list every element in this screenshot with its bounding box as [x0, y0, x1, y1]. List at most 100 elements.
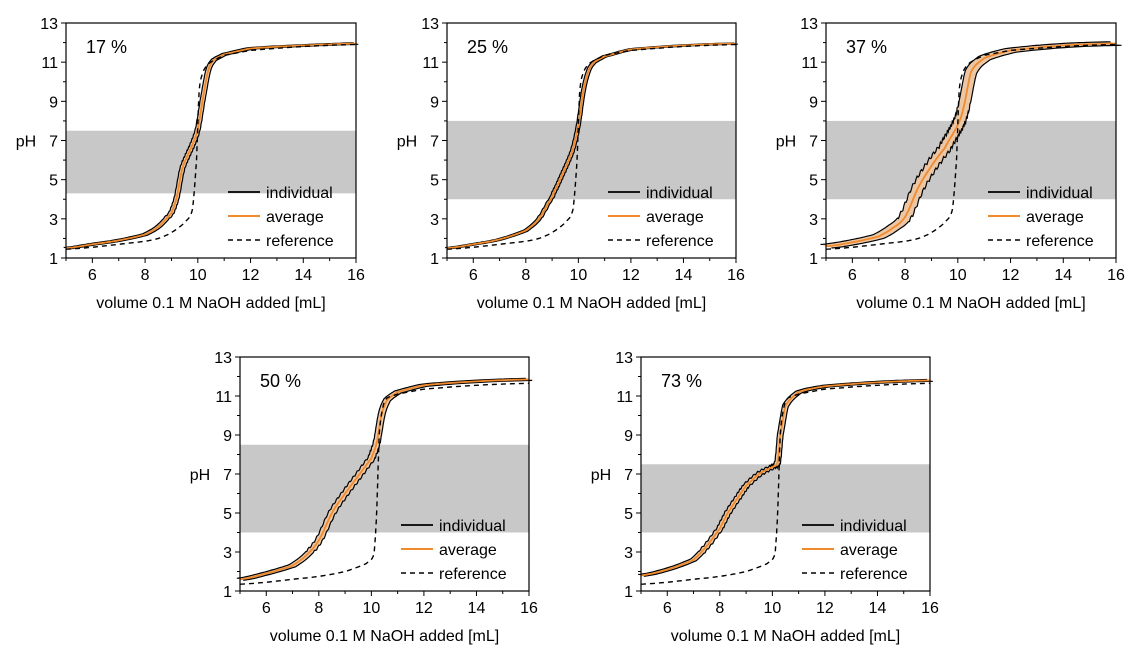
y-tick-label: 5: [49, 173, 58, 190]
y-tick-label: 1: [624, 584, 633, 601]
y-tick-label: 3: [223, 545, 232, 562]
x-tick-label: 6: [88, 267, 97, 284]
y-tick-label: 7: [624, 467, 633, 484]
y-tick-label: 13: [214, 350, 232, 367]
x-tick-label: 8: [901, 267, 910, 284]
y-tick-label: 11: [616, 389, 633, 406]
ph-band-shading: [66, 130, 356, 194]
individual-curve-2: [68, 43, 359, 250]
individual-curve-1: [638, 378, 928, 576]
y-axis-label: pH: [397, 134, 417, 151]
x-tick-label: 10: [949, 267, 967, 284]
x-axis-label: volume 0.1 M NaOH added [mL]: [96, 295, 325, 312]
individual-spread-envelope: [820, 41, 1122, 248]
x-tick-label: 16: [347, 267, 365, 284]
legend-label-individual: individual: [840, 518, 907, 535]
y-tick-label: 9: [430, 94, 439, 111]
x-tick-label: 6: [469, 267, 478, 284]
series-reference-line: [825, 43, 1117, 250]
x-tick-label: 16: [921, 600, 939, 617]
ph-band-shading: [240, 444, 529, 533]
x-tick-label: 6: [262, 600, 271, 617]
legend-label-reference: reference: [646, 233, 714, 250]
y-tick-label: 5: [809, 173, 818, 190]
y-tick-label: 11: [41, 55, 58, 72]
legend-label-individual: individual: [1026, 185, 1093, 202]
y-tick-label: 7: [809, 134, 818, 151]
individual-curve-2: [448, 43, 738, 250]
y-tick-label: 7: [49, 134, 58, 151]
y-tick-label: 13: [800, 16, 818, 33]
y-tick-label: 11: [422, 55, 439, 72]
legend-label-reference: reference: [1026, 233, 1094, 250]
panel-title: 73 %: [661, 371, 702, 391]
y-tick-label: 5: [430, 173, 439, 190]
y-tick-label: 3: [624, 545, 633, 562]
x-tick-label: 10: [362, 600, 380, 617]
legend-label-reference: reference: [439, 566, 507, 583]
y-tick-label: 7: [223, 467, 232, 484]
legend-label-average: average: [840, 542, 898, 559]
x-tick-label: 6: [663, 600, 672, 617]
x-tick-label: 14: [1054, 267, 1072, 284]
y-tick-label: 5: [624, 506, 633, 523]
x-tick-label: 10: [189, 267, 207, 284]
series-average-line: [640, 379, 931, 577]
y-axis-label: pH: [190, 467, 210, 484]
x-axis-label: volume 0.1 M NaOH added [mL]: [671, 628, 900, 645]
x-tick-label: 12: [622, 267, 640, 284]
y-tick-label: 1: [49, 251, 58, 268]
x-tick-label: 12: [1002, 267, 1020, 284]
x-tick-label: 10: [569, 267, 587, 284]
panel-title: 50 %: [260, 371, 301, 391]
x-tick-label: 6: [848, 267, 857, 284]
y-tick-label: 13: [40, 16, 58, 33]
series-reference-line: [239, 382, 530, 585]
x-tick-label: 8: [314, 600, 323, 617]
legend-label-reference: reference: [840, 566, 908, 583]
x-tick-label: 14: [468, 600, 486, 617]
panel-title: 25 %: [467, 37, 508, 57]
x-tick-label: 8: [521, 267, 530, 284]
x-tick-label: 16: [1107, 267, 1125, 284]
series-average-line: [65, 42, 357, 250]
y-tick-label: 1: [223, 584, 232, 601]
y-tick-label: 9: [809, 94, 818, 111]
y-tick-label: 9: [49, 94, 58, 111]
y-tick-label: 7: [430, 134, 439, 151]
y-tick-label: 13: [615, 350, 633, 367]
y-tick-label: 13: [421, 16, 439, 33]
x-tick-label: 12: [415, 600, 433, 617]
y-tick-label: 3: [809, 212, 818, 229]
legend-label-individual: individual: [266, 185, 333, 202]
y-tick-label: 1: [430, 251, 439, 268]
x-axis-label: volume 0.1 M NaOH added [mL]: [477, 295, 706, 312]
x-axis-label: volume 0.1 M NaOH added [mL]: [270, 628, 499, 645]
x-axis-label: volume 0.1 M NaOH added [mL]: [856, 295, 1085, 312]
individual-curve-1: [820, 41, 1111, 246]
y-tick-label: 9: [223, 428, 232, 445]
panel-title: 17 %: [86, 37, 127, 57]
ph-band-shading: [641, 464, 930, 533]
x-tick-label: 8: [715, 600, 724, 617]
individual-curve-1: [236, 377, 526, 579]
series-average-line: [825, 42, 1116, 248]
legend-label-individual: individual: [646, 185, 713, 202]
x-tick-label: 14: [294, 267, 312, 284]
y-axis-label: pH: [16, 134, 36, 151]
legend-label-individual: individual: [439, 518, 506, 535]
y-axis-label: pH: [591, 467, 611, 484]
individual-curve-2: [243, 379, 533, 581]
series-average-line: [239, 378, 530, 581]
series-reference-line: [65, 43, 357, 250]
legend-label-average: average: [646, 209, 704, 226]
y-tick-label: 11: [215, 389, 232, 406]
individual-curve-2: [643, 380, 933, 577]
legend-label-reference: reference: [266, 233, 334, 250]
